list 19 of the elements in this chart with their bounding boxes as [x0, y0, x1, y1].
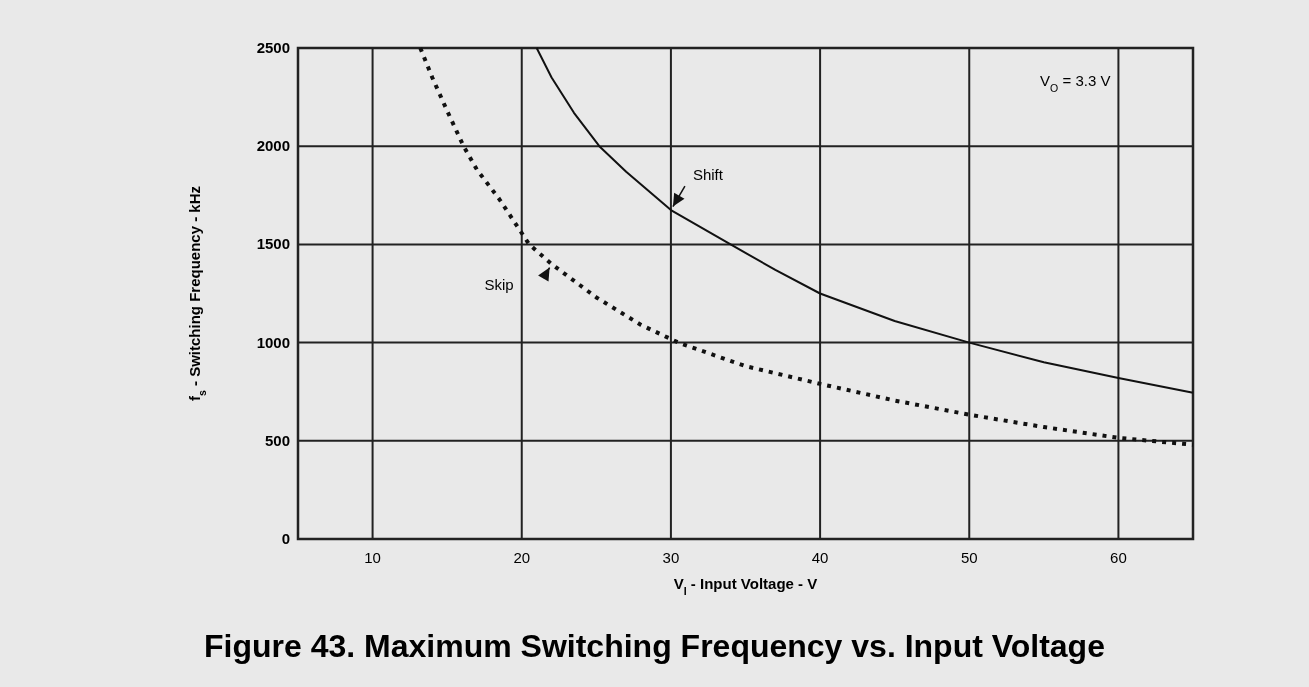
x-tick-label: 30: [662, 549, 680, 566]
x-tick-label: 10: [364, 549, 381, 566]
legend-label: Skip: [484, 276, 514, 294]
y-tick-label: 1500: [256, 235, 290, 253]
x-axis-title: V$_{I}$ - Input Voltage - V: [673, 575, 818, 597]
x-tick-label: 60: [1110, 549, 1127, 566]
annotation: V$_{O}$ = 3.3 V: [1040, 72, 1111, 94]
y-tick-label: 2500: [256, 39, 290, 56]
y-tick-label: 2000: [256, 137, 290, 155]
line-series: [418, 46, 1195, 447]
y-tick-label: 1000: [256, 333, 290, 351]
x-tick-label: 40: [811, 549, 829, 566]
y-tick-label: 0: [281, 530, 290, 547]
text: Shift: [692, 166, 724, 184]
y-tick-label: 500: [264, 431, 290, 449]
x-tick-label: 50: [960, 549, 978, 566]
line-series: [535, 47, 1194, 394]
x-tick-label: 20: [513, 549, 531, 566]
text: Figure 43. Maximum Switching Frequency vs. Input Voltage: [204, 628, 1105, 664]
